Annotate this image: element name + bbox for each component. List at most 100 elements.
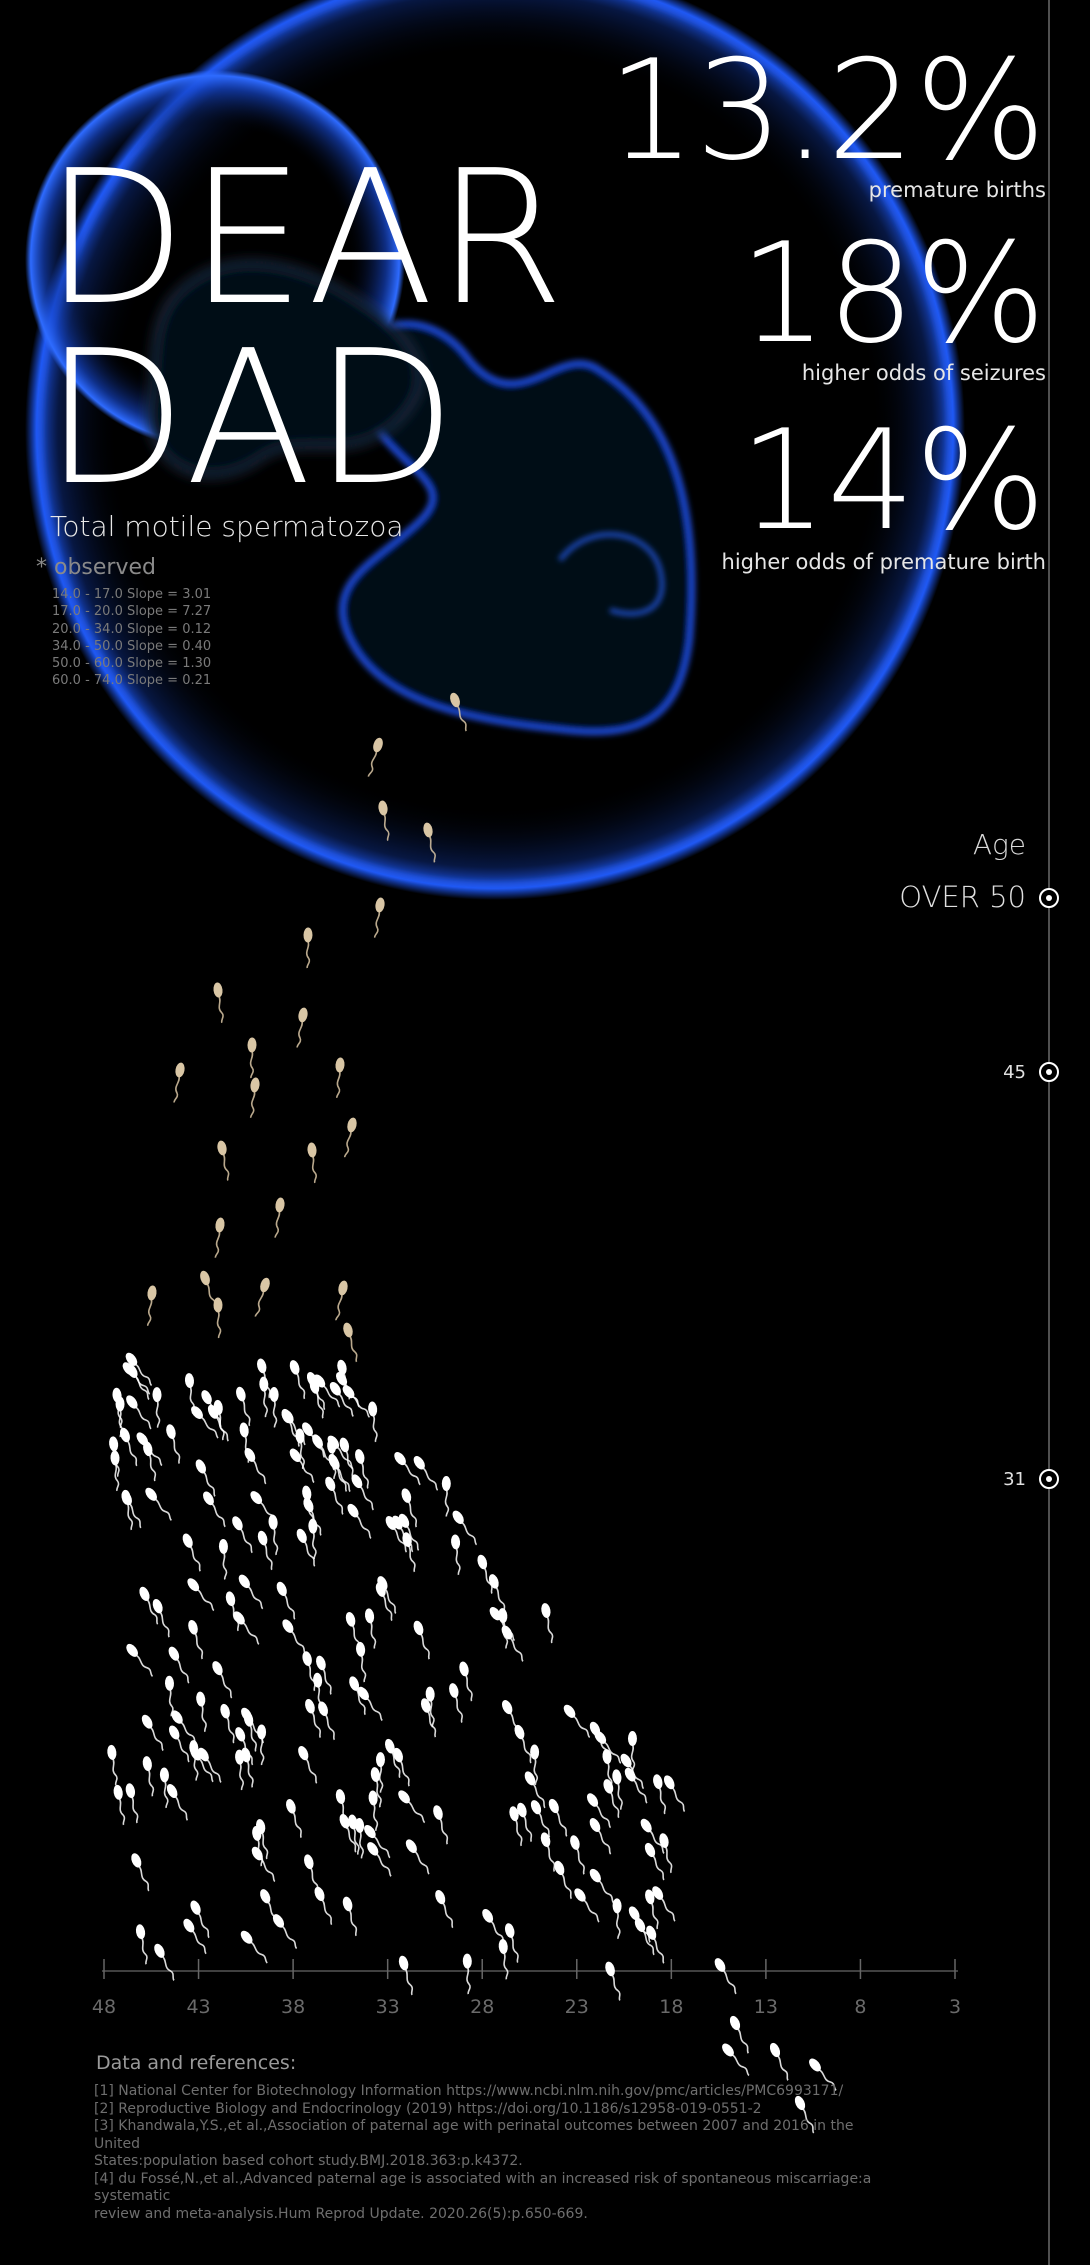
slope-list: 14.0 - 17.0 Slope = 3.01 17.0 - 20.0 Slo… bbox=[52, 586, 211, 690]
sperm-mark bbox=[154, 1943, 175, 1981]
sperm-mark bbox=[339, 1437, 354, 1478]
sperm-mark bbox=[259, 1376, 269, 1418]
sperm-mark bbox=[183, 1918, 207, 1955]
sperm-mark bbox=[282, 1619, 307, 1655]
sperm-mark bbox=[524, 1771, 546, 1809]
sperm-mark bbox=[459, 1661, 473, 1702]
sperm-mark bbox=[375, 1752, 385, 1793]
sperm-mark bbox=[115, 1396, 125, 1438]
sperm-mark bbox=[368, 1401, 378, 1443]
sperm-mark bbox=[257, 1724, 267, 1766]
sperm-mark bbox=[574, 1888, 600, 1923]
sperm-mark bbox=[217, 1140, 230, 1181]
sperm-mark bbox=[276, 1581, 296, 1620]
sperm-mark bbox=[268, 1514, 279, 1556]
sperm-mark bbox=[171, 1710, 197, 1745]
sperm-mark bbox=[714, 1958, 737, 1995]
sperm-mark bbox=[182, 1533, 202, 1572]
sperm-mark bbox=[378, 800, 390, 842]
sperm-mark bbox=[303, 927, 313, 969]
sperm-mark bbox=[187, 1578, 215, 1612]
sperm-mark bbox=[141, 1714, 164, 1752]
sperm-mark bbox=[135, 1924, 148, 1965]
sperm-mark bbox=[530, 1800, 551, 1838]
sperm-mark bbox=[498, 1939, 509, 1980]
sperm-mark bbox=[659, 1833, 673, 1874]
sperm-mark bbox=[152, 1387, 162, 1428]
sperm-mark bbox=[269, 1386, 279, 1428]
reference-line: review and meta-analysis.Hum Reprod Upda… bbox=[94, 2205, 588, 2222]
sperm-mark bbox=[232, 1516, 253, 1554]
sperm-mark bbox=[405, 1839, 430, 1875]
sperm-mark bbox=[190, 1900, 210, 1939]
sperm-mark bbox=[342, 1896, 358, 1937]
title-line-2: DAD bbox=[44, 310, 459, 526]
sperm-mark bbox=[343, 1117, 357, 1158]
sperm-mark bbox=[653, 1774, 667, 1815]
sperm-mark bbox=[335, 1280, 348, 1321]
sperm-mark bbox=[110, 1450, 120, 1492]
sperm-mark bbox=[189, 1740, 199, 1781]
sperm-mark bbox=[425, 1686, 435, 1728]
sperm-mark bbox=[586, 1793, 612, 1829]
sperm-mark bbox=[184, 1373, 195, 1414]
sperm-mark bbox=[220, 1703, 235, 1744]
age-marker-45: 45 bbox=[1003, 1062, 1026, 1083]
sperm-mark bbox=[241, 1747, 254, 1788]
age-marker-31: 31 bbox=[1003, 1469, 1026, 1490]
x-axis-ticks: 48 43 38 33 28 23 18 13 8 3 bbox=[92, 1959, 961, 2018]
sperm-mark bbox=[351, 1474, 375, 1511]
age-marker-dot bbox=[1039, 888, 1059, 908]
large-sphere-rim bbox=[37, 0, 953, 888]
sperm-mark bbox=[164, 1675, 174, 1717]
x-tick-label: 23 bbox=[565, 1996, 589, 2018]
reference-line: States:population based cohort study.BMJ… bbox=[94, 2153, 523, 2169]
subtitle: Total motile spermatozoa bbox=[50, 510, 404, 543]
sperm-mark bbox=[251, 1846, 276, 1883]
sperm-mark bbox=[213, 982, 224, 1024]
sperm-mark bbox=[131, 1853, 150, 1892]
sperm-mark bbox=[236, 1386, 251, 1427]
sperm-mark bbox=[250, 1491, 278, 1525]
sperm-mark bbox=[166, 1424, 181, 1464]
sperm-mark bbox=[367, 1842, 392, 1877]
reference-line: [1] National Center for Biotechnology In… bbox=[94, 2083, 844, 2099]
sperm-mark bbox=[146, 1285, 157, 1326]
sperm-mark bbox=[612, 1769, 623, 1810]
sperm-mark bbox=[603, 1779, 620, 1819]
slope-item: 34.0 - 50.0 Slope = 0.40 bbox=[52, 638, 212, 654]
sperm-mark bbox=[589, 1868, 615, 1904]
x-tick-label: 33 bbox=[376, 1996, 400, 2018]
sperm-mark bbox=[347, 1503, 372, 1539]
sperm-mark bbox=[612, 1898, 622, 1940]
sperm-mark bbox=[243, 1711, 257, 1752]
sperm-mark bbox=[624, 1767, 648, 1804]
sperm-mark bbox=[256, 1358, 271, 1399]
sperm-mark bbox=[368, 1790, 379, 1832]
sperm-mark bbox=[504, 1923, 519, 1963]
sperm-mark bbox=[113, 1784, 126, 1826]
slope-item: 60.0 - 74.0 Slope = 0.21 bbox=[52, 673, 212, 689]
sperm-mark bbox=[166, 1784, 189, 1821]
sperm-mark bbox=[393, 1747, 410, 1787]
sperm-mark bbox=[214, 1217, 225, 1258]
sperm-mark bbox=[240, 1930, 268, 1964]
sperm-mark bbox=[589, 1818, 612, 1855]
sperm-mark bbox=[335, 1057, 345, 1099]
sperm-mark bbox=[384, 1738, 401, 1779]
sperm-mark bbox=[356, 1641, 367, 1683]
sperm-mark bbox=[809, 2058, 837, 2091]
sperm-mark bbox=[652, 1886, 676, 1922]
sperm-mark bbox=[594, 1730, 622, 1764]
slope-item: 20.0 - 34.0 Slope = 0.12 bbox=[52, 621, 212, 637]
sperm-mark bbox=[207, 1404, 230, 1442]
sperm-mark bbox=[729, 2015, 750, 2054]
sperm-mark bbox=[325, 1476, 344, 1515]
sperm-mark bbox=[213, 1297, 223, 1339]
sperm-mark bbox=[462, 1953, 472, 1995]
sperm-mark bbox=[289, 1360, 306, 1400]
age-axis-title: Age bbox=[972, 828, 1026, 861]
sperm-mark bbox=[218, 1538, 228, 1580]
sperm-mark bbox=[337, 1359, 351, 1400]
